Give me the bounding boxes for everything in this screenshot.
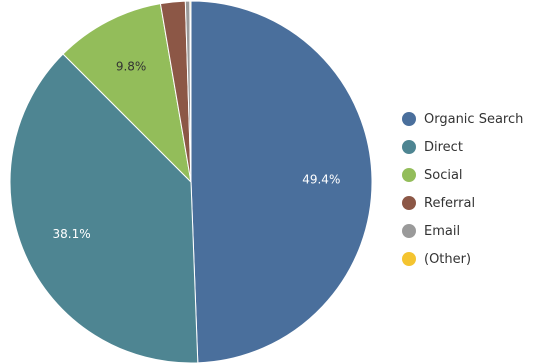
pie-data-labels: 49.4% 38.1% 9.8% bbox=[52, 59, 340, 241]
legend-label-email: Email bbox=[424, 223, 461, 239]
legend-swatch-social bbox=[402, 168, 416, 182]
legend-swatch-organic-search bbox=[402, 112, 416, 126]
legend-swatch-email bbox=[402, 224, 416, 238]
legend-item-email[interactable]: Email bbox=[402, 217, 523, 245]
legend-label-referral: Referral bbox=[424, 195, 476, 211]
legend-item-organic-search[interactable]: Organic Search bbox=[402, 105, 523, 133]
legend-item-other[interactable]: (Other) bbox=[402, 245, 523, 273]
legend-swatch-referral bbox=[402, 196, 416, 210]
data-label-social: 9.8% bbox=[116, 59, 147, 73]
legend-label-social: Social bbox=[424, 167, 463, 183]
legend-item-referral[interactable]: Referral bbox=[402, 189, 523, 217]
legend-item-social[interactable]: Social bbox=[402, 161, 523, 189]
pie-slice-other[interactable] bbox=[189, 0, 192, 183]
pie-slice-direct[interactable] bbox=[9, 53, 199, 364]
pie-slice-social[interactable] bbox=[62, 3, 192, 184]
legend-swatch-other bbox=[402, 252, 416, 266]
legend-label-organic-search: Organic Search bbox=[424, 111, 524, 127]
pie-slices bbox=[9, 0, 373, 364]
legend-label-direct: Direct bbox=[424, 139, 463, 155]
legend-label-other: (Other) bbox=[424, 251, 472, 267]
data-label-direct: 38.1% bbox=[52, 227, 90, 241]
data-label-organic-search: 49.4% bbox=[302, 173, 340, 187]
chart-legend: Organic Search Direct Social Referral Em… bbox=[402, 105, 523, 273]
legend-item-direct[interactable]: Direct bbox=[402, 133, 523, 161]
pie-slice-organic-search[interactable] bbox=[190, 0, 373, 364]
legend-swatch-direct bbox=[402, 140, 416, 154]
